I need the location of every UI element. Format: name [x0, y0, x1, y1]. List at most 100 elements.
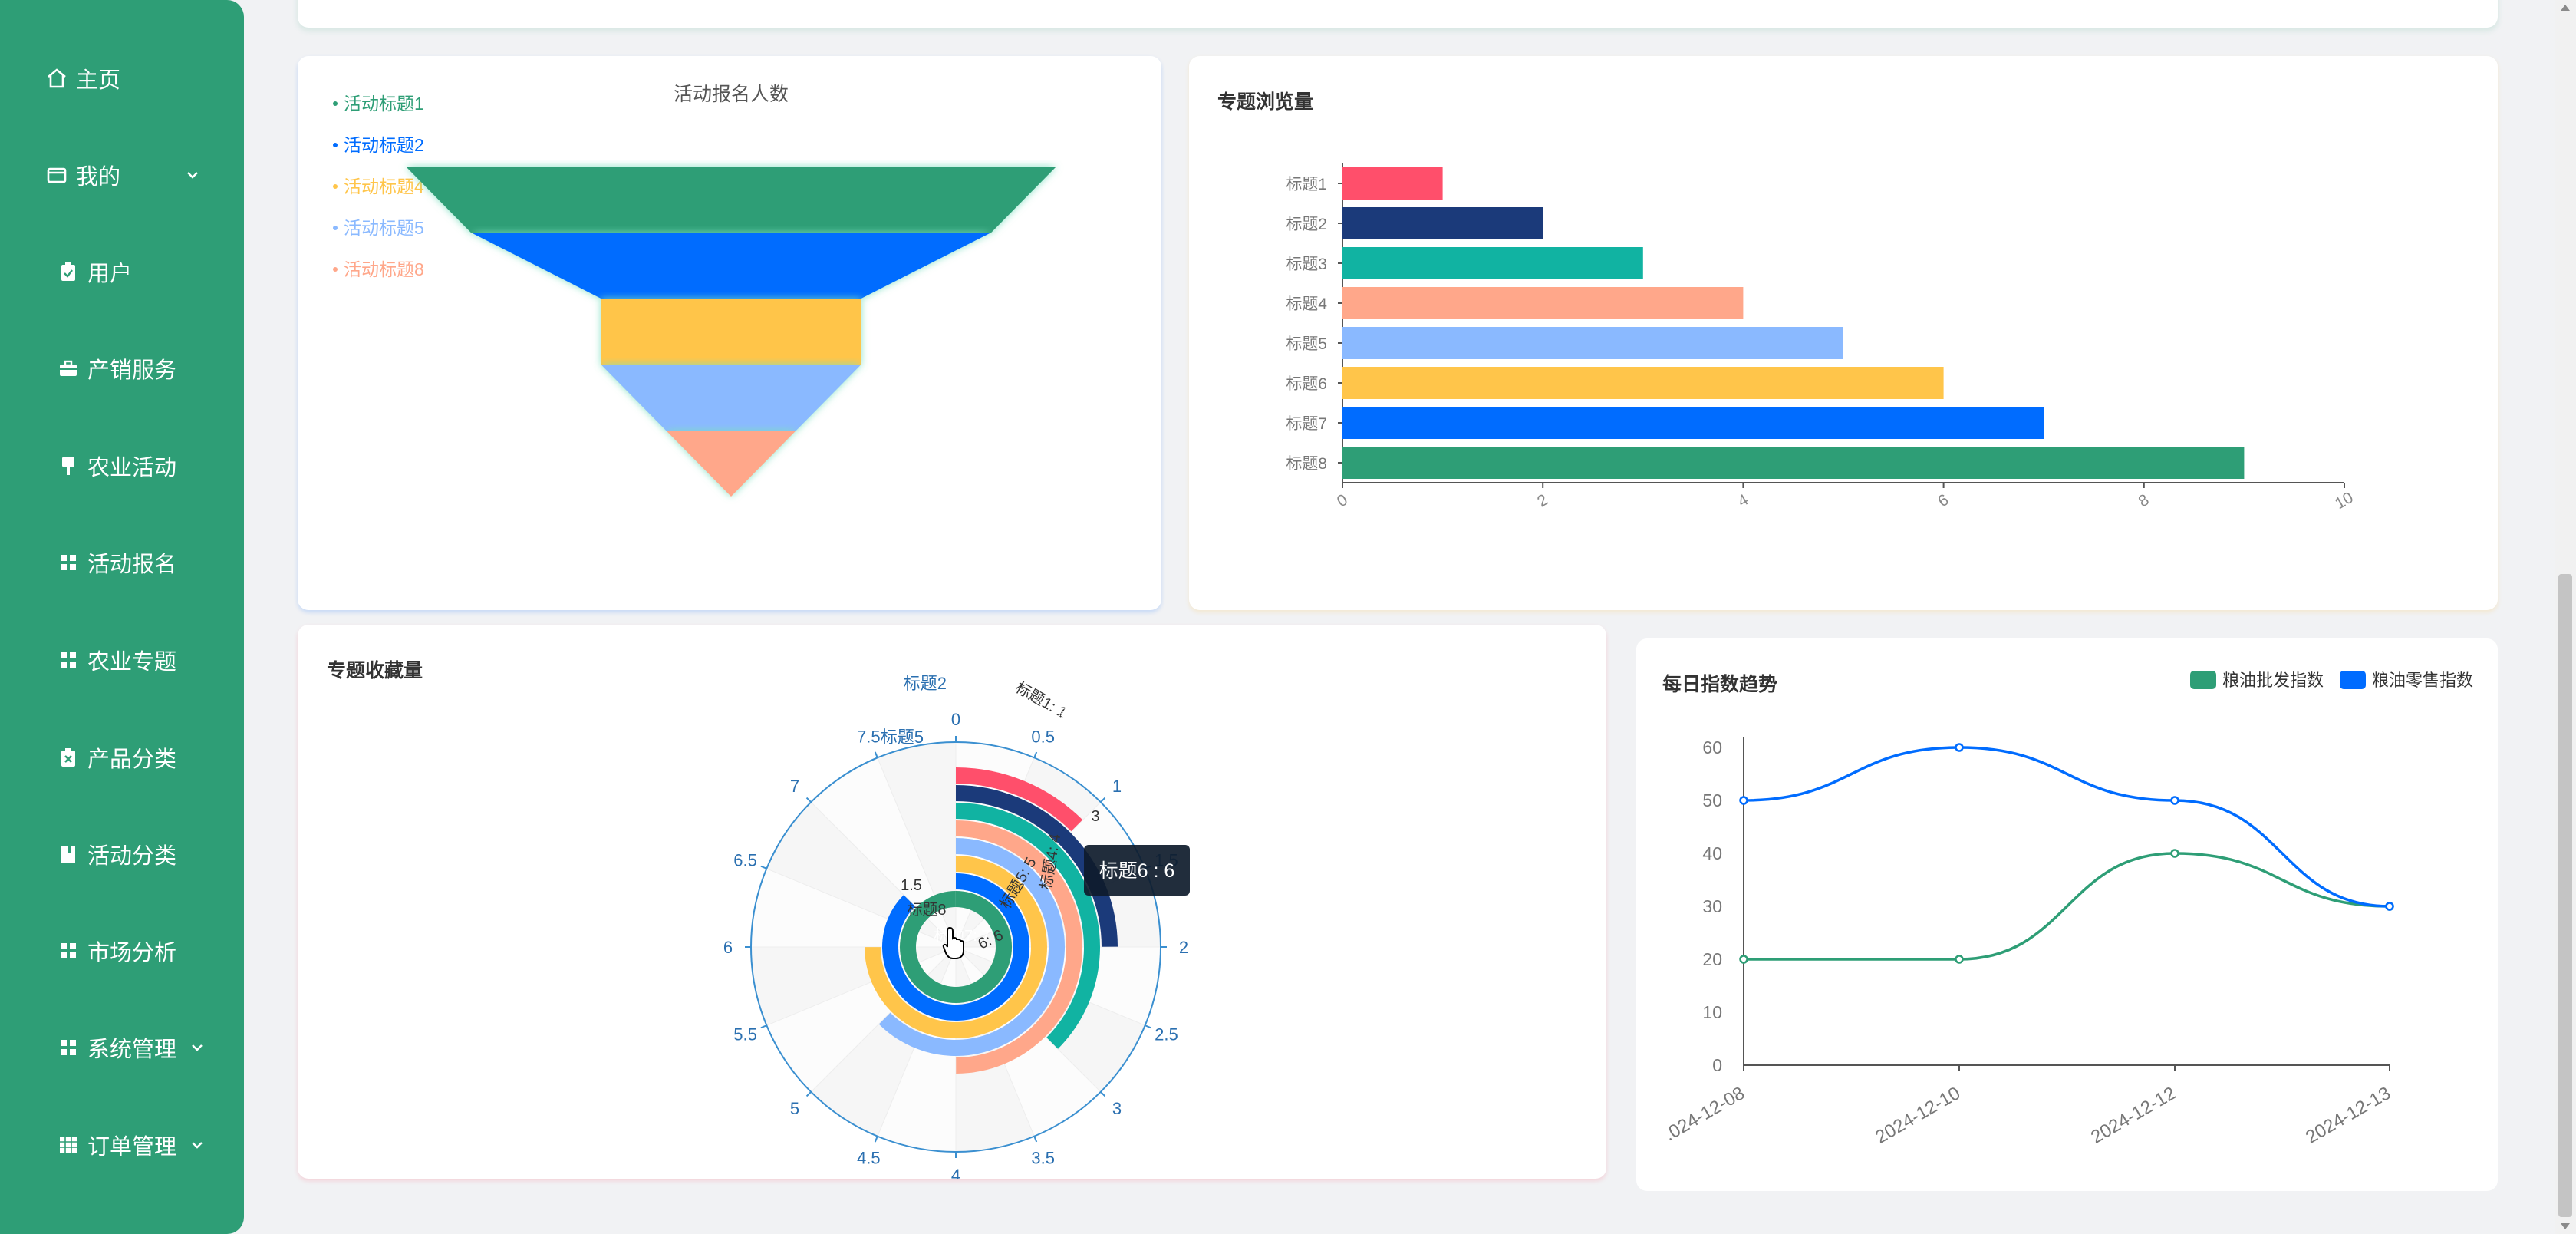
bar-标题2 — [1342, 207, 1543, 239]
sidebar-item-label: 系统管理 — [87, 1038, 177, 1062]
angle-tick — [760, 1024, 767, 1029]
angle-tick — [805, 1091, 812, 1097]
legend-dot-1 — [333, 101, 338, 106]
trend-chart-title: 每日指数趋势 — [1662, 674, 1778, 695]
hand-cursor-icon — [942, 926, 964, 959]
y-tick-label-50: 50 — [1702, 790, 1722, 810]
y-tick-label-3: 标题3 — [1286, 256, 1327, 273]
funnel-legend-item-1: 活动标题1 — [344, 94, 424, 114]
sidebar-item-label: 产品分类 — [87, 747, 177, 772]
scroll-down-arrow-icon[interactable] — [2561, 1223, 2570, 1229]
x-tick-label-0: 0 — [1334, 491, 1351, 511]
favorite-polar-chart: 0 0.5 1 1.5 2 2.5 3 3.5 4 4.5 5 5.5 6 6.5 7 7.5 标题2 标题5 标题… — [723, 674, 1190, 1179]
y-tick-label-7: 标题7 — [1286, 415, 1327, 433]
funnel-legend-item-4: 活动标题5 — [344, 218, 424, 238]
bar-标题6 — [1342, 367, 1944, 399]
sidebar-item-label: 市场分析 — [87, 941, 177, 965]
trend-line-chart: 0 10 20 30 40 50 60 .024-12-08 2024-12-10 2024-12… — [1661, 671, 2473, 1148]
wallet-icon — [44, 162, 70, 188]
y-tick-label-0: 0 — [1712, 1055, 1722, 1075]
sidebar-item-4[interactable]: 产销服务 — [0, 345, 244, 391]
sidebar-item-2[interactable]: 我的 — [0, 152, 244, 198]
legend-dot-2 — [333, 143, 338, 147]
series-line-2 — [1743, 746, 2390, 908]
angle-tick — [805, 797, 812, 803]
series-2-point-2 — [1955, 743, 1964, 752]
chevron-down-icon — [184, 164, 201, 181]
sidebar-item-label: 活动分类 — [87, 844, 177, 869]
page-scrollbar[interactable] — [2555, 0, 2576, 1234]
angle-tick-label-0: 0 — [951, 710, 960, 729]
legend-item-2: 粮油零售指数 — [2372, 671, 2473, 690]
angle-tick-label-3: 3 — [1112, 1099, 1122, 1118]
series-line-1 — [1744, 852, 2390, 961]
angle-tick — [1145, 1024, 1151, 1029]
angle-tick-label-6: 6 — [723, 938, 733, 957]
scroll-up-arrow-icon[interactable] — [2561, 5, 2570, 11]
grid-icon — [55, 1034, 81, 1061]
sidebar-item-1[interactable]: 主页 — [0, 55, 244, 101]
sidebar-item-12[interactable]: 订单管理 — [0, 1122, 244, 1168]
sidebar-item-label: 活动报名 — [87, 553, 177, 577]
series-1-point-2 — [1955, 955, 1964, 964]
y-tick-label-5: 标题5 — [1286, 335, 1327, 353]
polar-label-title8: 标题8 — [907, 901, 946, 919]
favorite-chart-title: 专题收藏量 — [327, 660, 423, 681]
funnel-chart-title: 活动报名人数 — [674, 84, 789, 105]
sidebar-item-7[interactable]: 农业专题 — [0, 637, 244, 683]
top-card — [298, 0, 2498, 28]
browse-chart-title: 专题浏览量 — [1217, 91, 1314, 113]
angle-tick-label-5: 5 — [790, 1099, 799, 1118]
y-tick-label-1: 标题1 — [1286, 176, 1327, 193]
table-icon — [55, 1132, 81, 1158]
browse-bar-chart: 标题1 标题2 标题3 标题4 标题5 标题6 标题7 标题8 0 2 4 6 8 10 — [1286, 163, 2357, 513]
y-tick-label-10: 10 — [1702, 1002, 1722, 1022]
polar-label-bar3: 3 — [1091, 808, 1099, 825]
x-tick-label-4: 2024-12-13 — [2302, 1083, 2394, 1148]
y-tick-label-6: 标题6 — [1286, 375, 1327, 393]
angle-tick-label-3.5: 3.5 — [1031, 1148, 1055, 1167]
legend-swatch-2 — [2340, 671, 2366, 689]
sidebar-item-6[interactable]: 活动报名 — [0, 539, 244, 586]
polar-tooltip-box — [1084, 845, 1190, 896]
y-tick-label-20: 20 — [1702, 949, 1722, 969]
sidebar-item-3[interactable]: 用户 — [0, 249, 244, 295]
home-icon — [44, 65, 70, 91]
angle-tick-label-5.5: 5.5 — [733, 1025, 757, 1044]
polar-bar-标题5 — [878, 838, 1065, 1056]
bar-标题8 — [1342, 447, 2245, 479]
bar-标题1 — [1342, 167, 1443, 200]
x-tick-label-3: 2024-12-12 — [2087, 1083, 2179, 1148]
x-tick-label-1: .024-12-08 — [1661, 1083, 1748, 1145]
grid-icon — [55, 938, 81, 964]
polar-bar-标题3 — [956, 803, 1100, 1049]
sidebar-item-9[interactable]: 活动分类 — [0, 831, 244, 877]
sidebar-item-8[interactable]: 产品分类 — [0, 734, 244, 780]
y-tick-label-8: 标题8 — [1286, 455, 1327, 473]
series-2-point-1 — [1739, 796, 1748, 805]
legend-dot-3 — [333, 184, 338, 189]
hand-cursor-shape — [942, 926, 964, 959]
legend-item-1: 粮油批发指数 — [2222, 671, 2324, 690]
angle-tick — [760, 865, 767, 869]
funnel-segment-5 — [666, 431, 796, 497]
sidebar-item-label: 产销服务 — [87, 358, 177, 383]
angle-tick-label-4.5: 4.5 — [857, 1148, 881, 1167]
grid-icon — [55, 549, 81, 576]
angle-tick-label-2.5: 2.5 — [1155, 1025, 1178, 1044]
angle-tick-label-7.5: 7.5 — [857, 728, 881, 747]
polar-label-title2: 标题2 — [904, 674, 947, 693]
angle-tick — [1100, 1091, 1106, 1097]
sidebar-item-5[interactable]: 农业活动 — [0, 443, 244, 489]
x-tick-label-4: 4 — [1734, 491, 1751, 511]
sidebar-item-11[interactable]: 系统管理 — [0, 1024, 244, 1071]
trend-chart-card: 每日指数趋势 0 10 20 30 40 50 60 .024-12-08 2024-12-10… — [1636, 638, 2498, 1191]
sidebar: 主页我的用户产销服务农业活动活动报名农业专题产品分类活动分类市场分析系统管理订单… — [0, 0, 244, 1234]
sidebar-item-10[interactable]: 市场分析 — [0, 928, 244, 974]
x-tick-label-6: 6 — [1935, 491, 1952, 511]
funnel-legend-item-3: 活动标题4 — [344, 177, 424, 196]
funnel-legend-item-2: 活动标题2 — [344, 135, 424, 155]
funnel-segment-3 — [601, 299, 861, 365]
scrollbar-thumb[interactable] — [2558, 574, 2572, 1217]
bar-标题3 — [1342, 247, 1643, 279]
